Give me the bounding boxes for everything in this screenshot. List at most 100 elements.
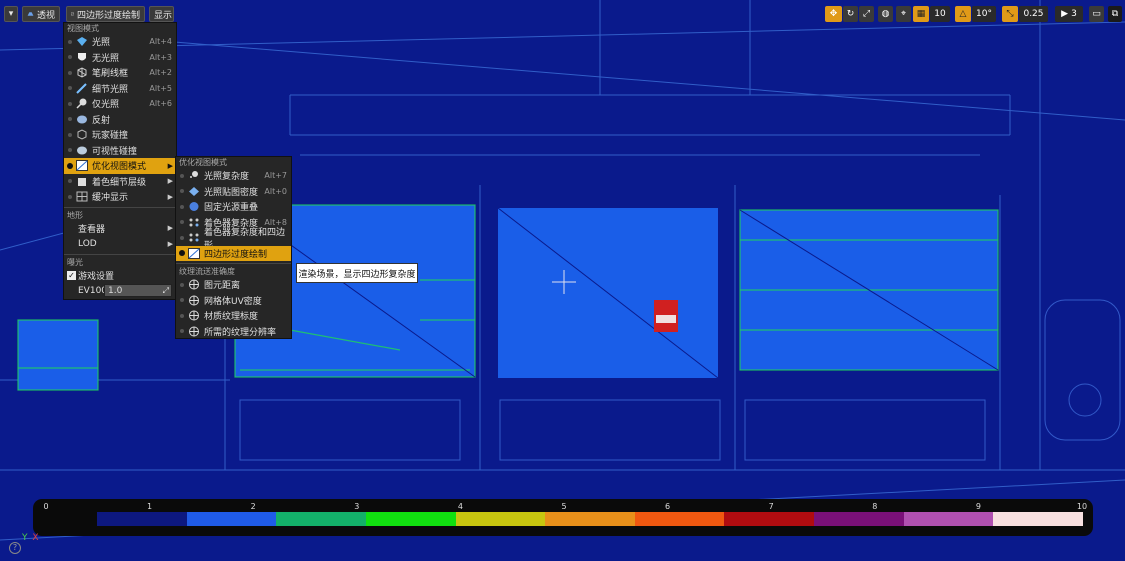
menu-item-visibility-collision[interactable]: 可视性碰撞 (64, 143, 176, 159)
rotate-icon: ↻ (846, 9, 855, 19)
grid-icon: ▦ (916, 9, 926, 19)
expand-icon: ⤢ (162, 285, 169, 295)
shader-complexity-icon (189, 218, 199, 227)
legend-color-segment (365, 512, 456, 526)
menu-item-lighting-only[interactable]: 仅光照 Alt+6 (64, 96, 176, 112)
menu-item-detail-lighting[interactable]: 细节光照 Alt+5 (64, 81, 176, 97)
transform-translate-button[interactable]: ✥ (825, 6, 842, 22)
menu-item-brush-wireframe[interactable]: 笔刷线框 Alt+2 (64, 65, 176, 81)
grid-snap-toggle[interactable]: ▦ (913, 6, 929, 22)
legend-color-segment (97, 512, 187, 526)
wireframe-icon (77, 67, 87, 78)
game-settings-checkbox-row[interactable]: ✓ 游戏设置 (67, 270, 115, 282)
menu-item-light-complexity[interactable]: 光照复杂度 Alt+7 (176, 168, 291, 184)
optimization-submenu: 优化视图模式 光照复杂度 Alt+7 光照贴图密度 Alt+0 固定光源重叠 着… (175, 156, 292, 339)
menu-item-stationary-light-overlap[interactable]: 固定光源重叠 (176, 199, 291, 215)
view-mode-menu: 视图模式 光照 Alt+4 无光照 Alt+3 笔刷线框 Alt+2 细节光照 … (63, 22, 177, 300)
legend-color-segment (455, 512, 546, 526)
menu-item-buffer-visualization[interactable]: 缓冲显示 ▶ (64, 189, 176, 205)
menu-item-lit[interactable]: 光照 Alt+4 (64, 34, 176, 50)
lod-coloration-icon (78, 177, 86, 186)
section-texture-streaming: 纹理流送准确度 (179, 267, 235, 276)
menu-item-primitive-distance[interactable]: 图元距离 (176, 277, 291, 293)
submenu-arrow-icon: ▶ (167, 177, 173, 186)
grid-snap-value[interactable]: 10 (930, 6, 950, 22)
menu-item-material-texture-scale[interactable]: 材质纹理标度 (176, 308, 291, 324)
legend-tick-label: 10 (1076, 502, 1088, 511)
menu-item-player-collision[interactable]: 玩家碰撞 (64, 127, 176, 143)
legend-tick-label: 8 (872, 502, 878, 511)
quad-overdraw-legend: 0 1 2 3 4 5 6 7 8 9 10 (33, 499, 1093, 536)
quad-overdraw-icon (71, 12, 74, 16)
player-collision-icon (77, 129, 87, 140)
perspective-button[interactable]: 透视 (22, 6, 60, 22)
transform-rotate-button[interactable]: ↻ (843, 6, 858, 22)
surface-snap-button[interactable]: ⌖ (896, 6, 911, 22)
legend-tick-label: 2 (250, 502, 256, 511)
perspective-icon (27, 12, 34, 16)
view-mode-button[interactable]: 四边形过度绘制 (66, 6, 145, 22)
mesh-uv-density-icon (189, 295, 199, 306)
menu-item-optimization-viewmodes[interactable]: 优化视图模式 ▶ (64, 158, 176, 174)
show-button[interactable]: 显示 (149, 6, 174, 22)
globe-icon: ◍ (881, 9, 890, 19)
legend-tick-label: 5 (561, 502, 567, 511)
menu-item-shader-complexity-quads[interactable]: 着色器复杂度和四边形 (176, 228, 291, 251)
menu-item-shader-complexity[interactable]: 着色器复杂度 Alt+8 (176, 215, 291, 231)
rotation-snap-toggle[interactable]: △ (955, 6, 971, 22)
ev100-row: EV100 1.0 ⤢ (64, 283, 176, 299)
menu-item-reflections[interactable]: 反射 (64, 112, 176, 128)
lightmap-density-icon (189, 186, 199, 196)
viewport-options-button[interactable]: ▾ (4, 6, 18, 22)
legend-tick-label: 0 (43, 502, 49, 511)
primitive-distance-icon (189, 279, 199, 290)
scale-snap-value[interactable]: 0.25 (1019, 6, 1048, 22)
camera-icon: ▶ (1061, 9, 1069, 19)
shader-complexity-quads-icon (189, 233, 199, 242)
light-complexity-icon (190, 171, 198, 179)
submenu-arrow-icon: ▶ (167, 161, 173, 170)
ev100-input[interactable]: 1.0 ⤢ (104, 284, 172, 298)
menu-item-lod-coloration[interactable]: 着色细节层级 ▶ (64, 174, 176, 190)
menu-item-viewer[interactable]: 查看器 ▶ (78, 224, 173, 235)
menu-item-quad-overdraw[interactable]: 四边形过度绘制 (176, 245, 291, 261)
quad-overdraw-icon (188, 247, 200, 259)
menu-item-lightmap-density[interactable]: 光照贴图密度 Alt+0 (176, 184, 291, 200)
menu-item-required-texture-resolution[interactable]: 所需的纹理分辨率 (176, 324, 291, 340)
coordinate-system-button[interactable]: ◍ (878, 6, 893, 22)
legend-tick-label: 1 (147, 502, 153, 511)
checkbox-checked-icon[interactable]: ✓ (67, 270, 76, 280)
rotation-snap-value[interactable]: 10° (972, 6, 996, 22)
section-optimization: 优化视图模式 (179, 158, 227, 167)
maximize-viewport-button[interactable]: ⧉ (1108, 6, 1122, 22)
menu-item-unlit[interactable]: 无光照 Alt+3 (64, 50, 176, 66)
lit-icon (77, 37, 87, 47)
scale-snap-toggle[interactable]: ⤡ (1002, 6, 1018, 22)
menu-item-mesh-uv-density[interactable]: 网格体UV密度 (176, 293, 291, 309)
camera-speed-button[interactable]: ▶ 3 (1055, 6, 1083, 22)
legend-color-segment (993, 512, 1083, 526)
section-exposure: 曝光 (67, 257, 83, 267)
viewport-layout-button[interactable]: ▭ (1089, 6, 1104, 22)
menu-item-lod[interactable]: LOD ▶ (78, 238, 173, 249)
angle-icon: △ (959, 9, 967, 19)
submenu-arrow-icon: ▶ (167, 192, 173, 201)
translate-icon: ✥ (829, 9, 838, 19)
lighting-only-icon (76, 98, 87, 109)
legend-tick-label: 7 (768, 502, 774, 511)
legend-tick-label: 6 (665, 502, 671, 511)
legend-tick-label: 3 (354, 502, 360, 511)
help-icon[interactable]: ? (9, 542, 21, 554)
legend-color-segment (186, 512, 277, 526)
axis-gizmo: Y X (22, 533, 39, 543)
axis-y-label: Y (22, 533, 28, 543)
maximize-icon: ⧉ (1111, 9, 1119, 19)
visibility-collision-icon (77, 146, 87, 155)
detail-lighting-icon (76, 83, 87, 94)
legend-tick-label: 9 (975, 502, 981, 511)
legend-color-segment (724, 512, 815, 526)
buffer-icon (76, 191, 88, 202)
material-texture-scale-icon (189, 310, 199, 321)
chevron-down-icon: ▾ (8, 9, 14, 19)
transform-scale-button[interactable]: ⤢ (859, 6, 874, 22)
